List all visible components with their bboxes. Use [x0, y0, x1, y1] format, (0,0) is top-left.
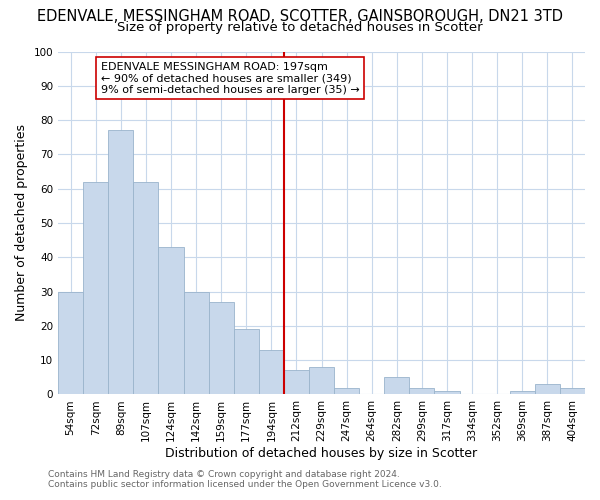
Bar — [83, 182, 108, 394]
Text: Size of property relative to detached houses in Scotter: Size of property relative to detached ho… — [117, 21, 483, 34]
Bar — [510, 391, 535, 394]
Bar — [233, 330, 259, 394]
Bar — [560, 388, 585, 394]
Bar — [535, 384, 560, 394]
Text: EDENVALE, MESSINGHAM ROAD, SCOTTER, GAINSBOROUGH, DN21 3TD: EDENVALE, MESSINGHAM ROAD, SCOTTER, GAIN… — [37, 9, 563, 24]
Bar — [334, 388, 359, 394]
Bar — [434, 391, 460, 394]
Bar — [108, 130, 133, 394]
Text: Contains HM Land Registry data © Crown copyright and database right 2024.
Contai: Contains HM Land Registry data © Crown c… — [48, 470, 442, 489]
Text: EDENVALE MESSINGHAM ROAD: 197sqm
← 90% of detached houses are smaller (349)
9% o: EDENVALE MESSINGHAM ROAD: 197sqm ← 90% o… — [101, 62, 359, 95]
Bar — [409, 388, 434, 394]
X-axis label: Distribution of detached houses by size in Scotter: Distribution of detached houses by size … — [166, 447, 478, 460]
Bar — [259, 350, 284, 395]
Bar — [309, 367, 334, 394]
Bar — [158, 247, 184, 394]
Bar — [133, 182, 158, 394]
Y-axis label: Number of detached properties: Number of detached properties — [15, 124, 28, 322]
Bar — [184, 292, 209, 395]
Bar — [58, 292, 83, 395]
Bar — [209, 302, 233, 394]
Bar — [284, 370, 309, 394]
Bar — [384, 378, 409, 394]
